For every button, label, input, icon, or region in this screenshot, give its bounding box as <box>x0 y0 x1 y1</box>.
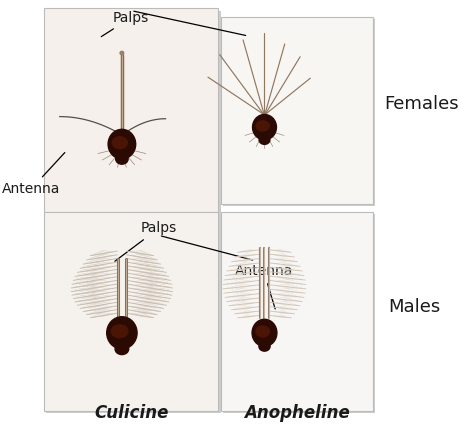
Ellipse shape <box>120 51 124 55</box>
Ellipse shape <box>108 129 136 159</box>
Text: Palps: Palps <box>115 221 177 261</box>
FancyBboxPatch shape <box>46 11 221 214</box>
Text: Antenna: Antenna <box>2 153 65 196</box>
FancyBboxPatch shape <box>44 212 219 411</box>
FancyBboxPatch shape <box>44 8 219 212</box>
Ellipse shape <box>111 325 128 338</box>
Ellipse shape <box>259 136 270 144</box>
Ellipse shape <box>112 137 128 148</box>
Text: Antenna: Antenna <box>235 264 293 309</box>
Ellipse shape <box>252 319 277 346</box>
Text: Males: Males <box>389 298 441 316</box>
FancyBboxPatch shape <box>221 17 373 204</box>
FancyBboxPatch shape <box>223 19 375 206</box>
Text: Anopheline: Anopheline <box>244 404 349 422</box>
Text: Females: Females <box>384 95 459 113</box>
Text: Culicine: Culicine <box>94 404 168 422</box>
Ellipse shape <box>116 154 128 164</box>
Ellipse shape <box>256 121 269 131</box>
Ellipse shape <box>256 326 269 337</box>
FancyBboxPatch shape <box>46 214 221 413</box>
FancyBboxPatch shape <box>223 214 375 413</box>
Ellipse shape <box>115 343 129 354</box>
Ellipse shape <box>253 114 276 140</box>
FancyBboxPatch shape <box>221 212 373 411</box>
Ellipse shape <box>107 317 137 349</box>
Text: Palps: Palps <box>101 11 149 36</box>
Ellipse shape <box>259 342 270 351</box>
